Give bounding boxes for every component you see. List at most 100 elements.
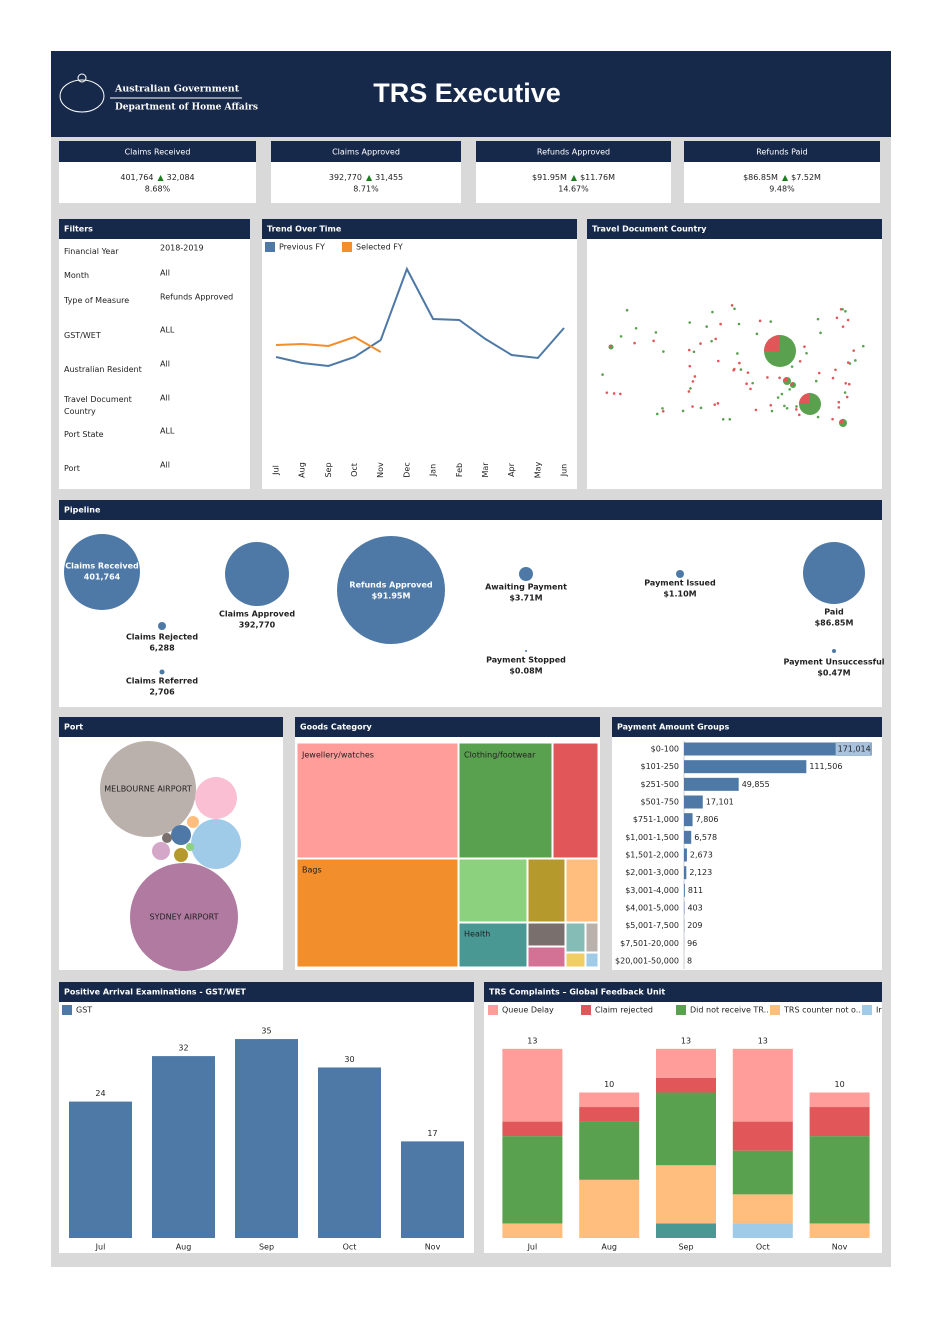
total-label: 13 (527, 1036, 537, 1045)
pipeline-label: Claims Rejected (126, 633, 198, 642)
x-tick-label: Sep (259, 1243, 274, 1252)
x-tick-label: Jul (95, 1243, 106, 1252)
map-dot (766, 376, 769, 379)
pipeline-value: 2,706 (149, 688, 175, 697)
kpi-value-line: 401,764 ▲ 32,084 (120, 173, 194, 182)
legend-label: GST (76, 1006, 92, 1015)
pipeline-label: Claims Referred (126, 677, 198, 686)
bar-segment (809, 1107, 870, 1137)
dept-name: Department of Home Affairs (115, 103, 258, 113)
y-tick-label: $20,001-50,000 (615, 957, 679, 966)
panel-header (262, 219, 577, 239)
panel-header (59, 219, 250, 239)
bar-segment (579, 1179, 640, 1238)
treemap-cell (527, 858, 566, 923)
map-dot (814, 379, 818, 383)
map-dot (847, 382, 851, 386)
total-label: 10 (604, 1080, 614, 1089)
map-dot (699, 342, 702, 345)
bar-segment (656, 1048, 716, 1078)
treemap-label: Clothing/footwear (464, 751, 536, 760)
map-dot (769, 404, 773, 407)
map-dot (732, 368, 735, 372)
bar-segment (732, 1048, 793, 1122)
legend-swatch (770, 1005, 780, 1015)
filter-value: Refunds Approved (160, 293, 233, 302)
kpi-arrow: ▲ (366, 173, 373, 182)
bar-segment (502, 1136, 563, 1224)
bar-segment (656, 1223, 716, 1238)
map-dot (749, 387, 752, 391)
org-name: Australian Government (114, 84, 240, 95)
map-dot (831, 417, 834, 421)
bar (684, 866, 687, 880)
x-tick-label: Nov (376, 462, 385, 478)
map-dot (633, 341, 636, 345)
map-bubble-slice (790, 382, 793, 385)
x-tick-label: May (533, 461, 542, 478)
value-label: 811 (688, 886, 703, 895)
filter-value: ALL (160, 326, 175, 335)
kpi-percent: 8.68% (145, 185, 171, 194)
filter-value: 2018-2019 (160, 244, 204, 253)
y-tick-label: $101-250 (640, 762, 679, 771)
value-label: 32 (178, 1044, 188, 1053)
panel-title: Filters (64, 225, 93, 234)
pipeline-value: 392,770 (239, 621, 276, 630)
map-dot (619, 392, 622, 396)
kpi-header (476, 141, 671, 162)
x-tick-label: Aug (176, 1243, 192, 1252)
map-dot (844, 310, 847, 313)
bar-segment (579, 1121, 640, 1180)
value-label: 96 (687, 939, 697, 948)
panel (262, 219, 577, 489)
panel-title: Pipeline (64, 506, 101, 515)
legend-swatch (342, 242, 352, 252)
x-tick-label: Sep (678, 1243, 693, 1252)
x-tick-label: Mar (481, 462, 490, 478)
pipeline-node (803, 542, 865, 604)
map-dot (612, 392, 616, 395)
x-tick-label: Jan (429, 464, 438, 477)
map-dot (783, 404, 786, 408)
x-tick-label: Nov (425, 1243, 441, 1252)
map-bubble-slice (799, 393, 810, 404)
label-highlight (835, 743, 871, 755)
value-label: 49,855 (742, 780, 770, 789)
legend-swatch (488, 1005, 498, 1015)
map-dot (736, 352, 739, 355)
y-tick-label: $751-1,000 (633, 815, 679, 824)
map-dot (681, 409, 685, 413)
legend-label: TRS counter not o.. (783, 1006, 861, 1015)
map-dot (713, 403, 717, 406)
port-bubble (130, 863, 238, 971)
map-dot (816, 317, 820, 321)
x-tick-label: Feb (455, 463, 464, 477)
pipeline-value: 6,288 (149, 644, 175, 653)
x-tick-label: Sep (324, 462, 333, 477)
legend-label: Selected FY (356, 243, 403, 252)
map-dot (831, 376, 835, 380)
legend-label: Did not receive TR.. (690, 1006, 769, 1015)
map-dot (661, 409, 665, 413)
map-dot (780, 392, 784, 396)
bar (684, 760, 807, 774)
map-dot (795, 408, 798, 411)
port-label: SYDNEY AIRPORT (150, 913, 219, 922)
map-dot (778, 376, 781, 380)
bar-segment (656, 1092, 716, 1166)
treemap-cell (565, 858, 599, 923)
pipeline-value: $3.71M (509, 594, 542, 603)
x-tick-label: Oct (756, 1243, 770, 1252)
y-tick-label: $4,001-5,000 (625, 904, 679, 913)
map-dot (852, 349, 855, 352)
pipeline-value: 401,764 (84, 573, 121, 582)
treemap-cell (565, 922, 586, 953)
x-tick-label: Jul (272, 465, 281, 476)
map-dot (692, 350, 696, 354)
kpi-change: 32,084 (167, 173, 195, 182)
map-dot (758, 319, 762, 323)
pipeline-value: $0.47M (817, 669, 850, 678)
total-label: 10 (835, 1080, 845, 1089)
